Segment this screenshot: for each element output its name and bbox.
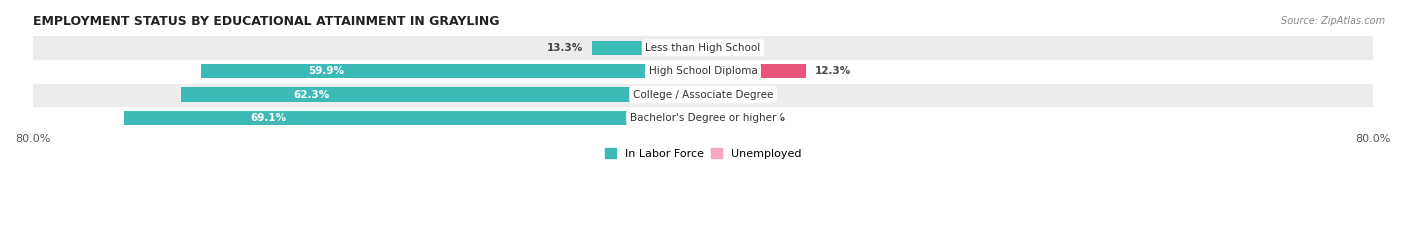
Legend: In Labor Force, Unemployed: In Labor Force, Unemployed	[600, 144, 806, 163]
Text: 0.0%: 0.0%	[711, 43, 741, 53]
Bar	[703, 87, 723, 102]
Text: 2.4%: 2.4%	[731, 89, 761, 99]
Text: EMPLOYMENT STATUS BY EDUCATIONAL ATTAINMENT IN GRAYLING: EMPLOYMENT STATUS BY EDUCATIONAL ATTAINM…	[32, 15, 499, 28]
Text: 59.9%: 59.9%	[308, 66, 344, 76]
Text: 62.3%: 62.3%	[294, 89, 329, 99]
Text: College / Associate Degree: College / Associate Degree	[633, 89, 773, 99]
Text: 69.1%: 69.1%	[250, 113, 287, 123]
Bar	[32, 36, 1374, 59]
Text: Source: ZipAtlas.com: Source: ZipAtlas.com	[1281, 16, 1385, 26]
Bar	[32, 83, 1374, 106]
Bar	[201, 64, 703, 78]
Text: 12.3%: 12.3%	[814, 66, 851, 76]
Bar	[124, 111, 703, 125]
Bar	[592, 41, 703, 55]
Text: Bachelor's Degree or higher: Bachelor's Degree or higher	[630, 113, 776, 123]
Text: High School Diploma: High School Diploma	[648, 66, 758, 76]
Bar	[703, 111, 748, 125]
Text: Less than High School: Less than High School	[645, 43, 761, 53]
Bar	[703, 64, 806, 78]
Text: 13.3%: 13.3%	[547, 43, 583, 53]
Text: 5.3%: 5.3%	[756, 113, 785, 123]
Bar	[32, 106, 1374, 130]
Bar	[32, 59, 1374, 83]
Bar	[181, 87, 703, 102]
